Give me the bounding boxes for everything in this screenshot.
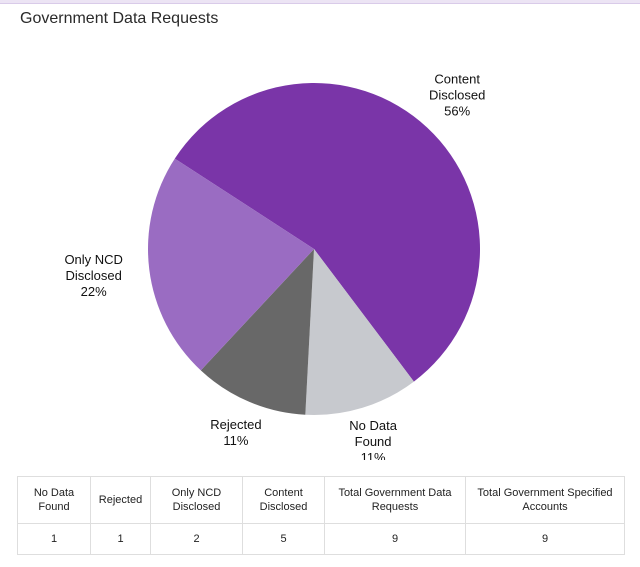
header-total-requests: Total Government Data Requests [324, 476, 466, 524]
table-header-row: No Data Found Rejected Only NCD Disclose… [17, 476, 625, 524]
value-no-data-found: 1 [17, 523, 91, 555]
value-total-accounts: 9 [465, 523, 625, 555]
pie-slice-no-data-found [305, 249, 414, 415]
pie-label-rejected: Rejected 11% [210, 417, 261, 448]
pie-slice-rejected [200, 249, 314, 415]
header-only-ncd-disclosed: Only NCD Disclosed [150, 476, 243, 524]
header-rejected: Rejected [90, 476, 151, 524]
header-no-data-found: No Data Found [17, 476, 91, 524]
requests-summary-table: No Data Found Rejected Only NCD Disclose… [17, 476, 625, 555]
chart-title: Government Data Requests [20, 10, 219, 27]
pie-chart: Content Disclosed 56% No Data Found 11% Reject… [64, 71, 485, 460]
table-row: 1 1 2 5 9 9 [17, 523, 625, 555]
pie-label-content-disclosed: Content Disclosed 56% [429, 71, 485, 118]
top-accent-bar [0, 0, 640, 4]
pie-slice-content-disclosed [174, 82, 481, 382]
value-total-requests: 9 [324, 523, 466, 555]
pie-label-no-data-found: No Data Found 11% [349, 418, 397, 460]
value-content-disclosed: 5 [242, 523, 325, 555]
header-total-accounts: Total Government Specified Accounts [465, 476, 625, 524]
pie-label-only-ncd-disclosed: Only NCD Disclosed 22% [64, 252, 123, 299]
pie-slice-only-ncd-disclosed [148, 158, 314, 371]
value-rejected: 1 [90, 523, 151, 555]
value-only-ncd-disclosed: 2 [150, 523, 243, 555]
header-content-disclosed: Content Disclosed [242, 476, 325, 524]
